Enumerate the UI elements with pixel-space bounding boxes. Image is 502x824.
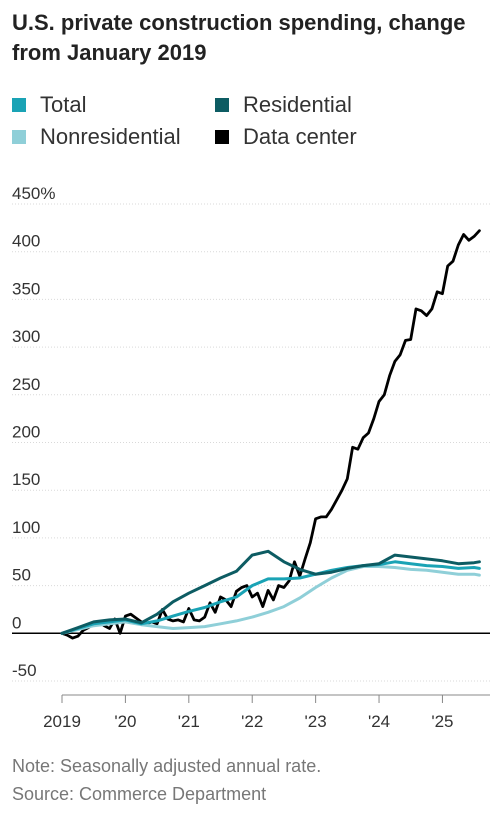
legend-label-total: Total	[40, 92, 87, 117]
legend-label-nonresidential: Nonresidential	[40, 124, 181, 149]
chart-title: U.S. private construction spending, chan…	[12, 10, 466, 65]
x-tick-label: '22	[241, 712, 263, 731]
y-tick-label: 350	[12, 279, 40, 298]
legend-swatch-total	[12, 98, 26, 112]
y-tick-label: -50	[12, 661, 37, 680]
line-chart: -50 0 50 100 150 200 250 300 350 400 450% 2019 '20 '…	[12, 184, 490, 731]
y-tick-label: 300	[12, 327, 40, 346]
y-tick-label: 100	[12, 518, 40, 537]
y-tick-label: 0	[12, 613, 21, 632]
legend-swatch-nonresidential	[12, 130, 26, 144]
x-tick-label: 2019	[43, 712, 81, 731]
chart-source: Source: Commerce Department	[12, 784, 267, 804]
x-tick-label: '24	[368, 712, 390, 731]
legend: Total Residential Nonresidential Data ce…	[12, 92, 492, 156]
x-tick-label: '21	[178, 712, 200, 731]
legend-item-residential: Residential	[215, 92, 352, 118]
series-line-nonresidential	[60, 565, 481, 635]
legend-swatch-residential	[215, 98, 229, 112]
x-tick-label: '23	[305, 712, 327, 731]
y-tick-label: 250	[12, 375, 40, 394]
x-tick-label: '25	[431, 712, 453, 731]
x-tick-label: '20	[114, 712, 136, 731]
y-axis-tick-labels: -50 0 50 100 150 200 250 300 350 400 450%	[12, 184, 55, 680]
series-line-residential	[60, 549, 481, 635]
series-line-data-center	[60, 229, 481, 640]
y-tick-label: 50	[12, 566, 31, 585]
legend-item-nonresidential: Nonresidential	[12, 124, 181, 150]
legend-label-residential: Residential	[243, 92, 352, 117]
x-axis: 2019 '20 '21 '22 '23 '24 '25	[43, 694, 490, 731]
y-tick-label: 400	[12, 232, 40, 251]
chart-note: Note: Seasonally adjusted annual rate.	[12, 756, 322, 776]
gridlines	[12, 203, 490, 682]
y-tick-label: 450%	[12, 184, 55, 203]
legend-label-data-center: Data center	[243, 124, 357, 149]
series-lines	[60, 229, 481, 640]
legend-item-total: Total	[12, 92, 86, 118]
legend-swatch-data-center	[215, 130, 229, 144]
y-tick-label: 200	[12, 423, 40, 442]
y-tick-label: 150	[12, 470, 40, 489]
legend-item-data-center: Data center	[215, 124, 357, 150]
chart-footer: Note: Seasonally adjusted annual rate. S…	[12, 752, 321, 808]
